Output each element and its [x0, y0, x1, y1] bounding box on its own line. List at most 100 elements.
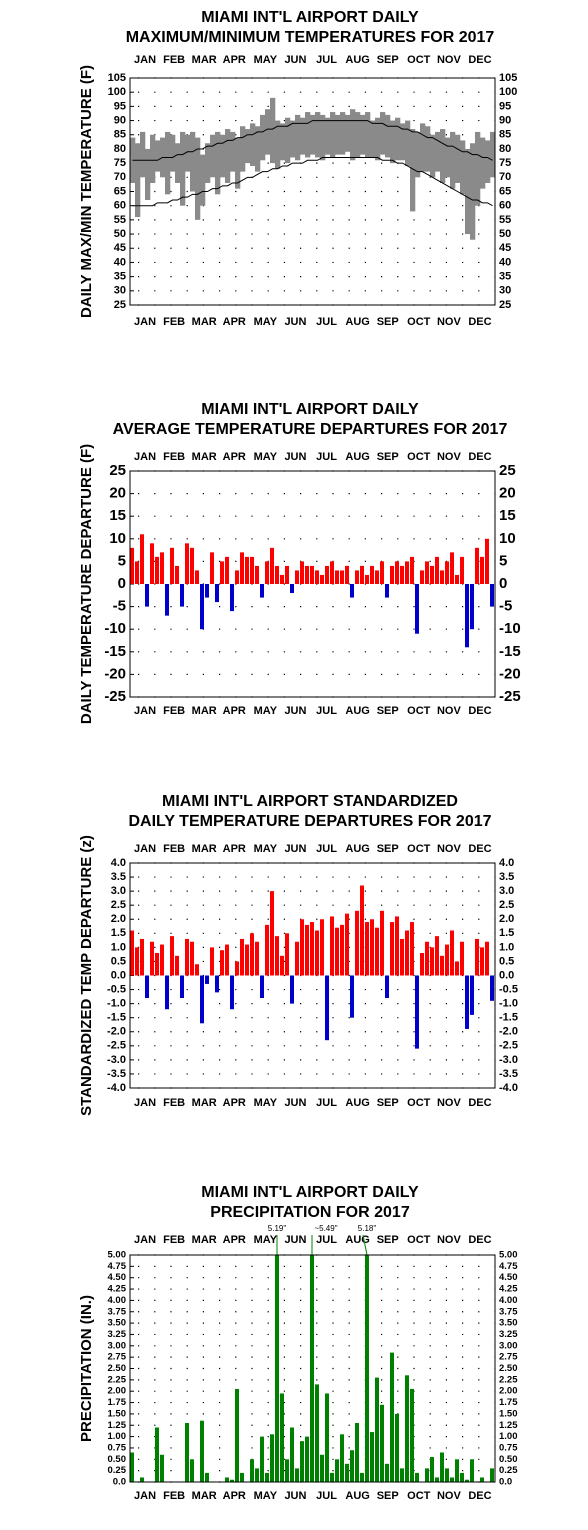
y-tick-label: -4.0	[107, 1082, 126, 1094]
bar	[425, 561, 429, 584]
x-tick-label: DEC	[468, 1490, 491, 1502]
bar	[235, 570, 239, 584]
bar	[340, 924, 344, 976]
y-tick-label: 0.75	[499, 1442, 518, 1453]
range-bar	[165, 131, 171, 195]
bar	[315, 1384, 319, 1482]
range-bar	[195, 137, 201, 220]
y-tick-label: 10	[109, 530, 126, 547]
bar	[355, 1422, 359, 1482]
x-tick-label: JUL	[316, 1490, 337, 1502]
bar	[250, 556, 254, 584]
bar	[365, 574, 369, 584]
x-tick-label: OCT	[407, 54, 431, 66]
y-tick-label: -10	[104, 620, 126, 637]
bar	[405, 930, 409, 976]
x-tick-label: JUL	[316, 1234, 337, 1246]
y-tick-label: 2.0	[111, 913, 126, 925]
bar	[370, 565, 374, 584]
y-tick-label: 0.0	[111, 969, 126, 981]
bar	[185, 543, 189, 584]
x-tick-label: DEC	[468, 316, 491, 328]
x-tick-label: APR	[223, 451, 246, 463]
y-tick-label: -2.0	[499, 1026, 518, 1038]
chart-title: MAXIMUM/MINIMUM TEMPERATURES FOR 2017	[126, 29, 495, 46]
x-tick-label: JUN	[284, 54, 306, 66]
chart-title: MIAMI INT'L AIRPORT DAILY	[201, 9, 419, 26]
x-tick-label: APR	[223, 705, 246, 717]
bar	[445, 944, 449, 976]
range-bar	[400, 123, 406, 161]
x-tick-label: JAN	[134, 451, 156, 463]
bar	[195, 964, 199, 976]
chart: MIAMI INT'L AIRPORT STANDARDIZED DAILY TE…	[78, 793, 518, 1116]
y-tick-label: 70	[499, 171, 511, 183]
y-tick-label: 40	[114, 256, 126, 268]
y-tick-label: 45	[114, 242, 126, 254]
range-bar	[155, 140, 161, 172]
y-tick-label: 3.50	[499, 1318, 518, 1329]
y-axis-label: DAILY TEMPERATURE DEPARTURE (F)	[78, 444, 95, 724]
chart-title: MIAMI INT'L AIRPORT DAILY	[201, 1184, 419, 1201]
y-tick-label: 85	[114, 129, 126, 141]
range-bar	[450, 131, 456, 189]
bar	[320, 574, 324, 584]
bar	[140, 534, 144, 584]
bar	[225, 556, 229, 584]
bar	[450, 552, 454, 584]
y-axis-label: STANDARDIZED TEMP DEPARTURE (z)	[78, 835, 95, 1116]
range-bar	[200, 154, 206, 206]
range-bar	[235, 137, 241, 189]
bar	[295, 941, 299, 976]
bar	[405, 1375, 409, 1482]
x-tick-label: JAN	[134, 54, 156, 66]
plot-frame	[129, 77, 496, 306]
x-tick-label: OCT	[407, 1234, 431, 1246]
range-bar	[295, 114, 301, 161]
bar	[165, 584, 169, 616]
y-tick-label: 3.75	[108, 1306, 127, 1317]
y-tick-label: 50	[499, 228, 511, 240]
y-tick-label: -1.5	[499, 1012, 518, 1024]
y-tick-label: 2.75	[499, 1352, 518, 1363]
x-tick-label: FEB	[163, 1234, 185, 1246]
y-tick-label: 2.0	[499, 913, 514, 925]
x-tick-label: MAR	[192, 1234, 217, 1246]
x-tick-label: MAR	[192, 451, 217, 463]
x-tick-label: MAR	[192, 843, 217, 855]
range-bar	[170, 134, 176, 172]
bar	[285, 933, 289, 976]
bar	[200, 1420, 204, 1482]
y-tick-label: -1.0	[107, 998, 126, 1010]
y-tick-label: 65	[499, 185, 511, 197]
bar	[465, 584, 469, 648]
bar	[480, 1477, 484, 1482]
x-tick-label: SEP	[377, 1234, 399, 1246]
y-tick-label: 2.25	[499, 1374, 518, 1385]
x-tick-label: MAR	[192, 1490, 217, 1502]
y-tick-label: 2.00	[499, 1386, 518, 1397]
y-tick-label: -25	[499, 688, 521, 705]
x-tick-label: SEP	[377, 843, 399, 855]
annotation-line	[362, 1234, 368, 1256]
bar	[460, 1472, 464, 1482]
bar	[295, 570, 299, 584]
bar	[225, 944, 229, 976]
y-tick-label: 3.50	[108, 1318, 127, 1329]
x-tick-label: DEC	[468, 1234, 491, 1246]
bar	[245, 556, 249, 584]
range-bar	[490, 131, 495, 178]
range-bar	[330, 112, 336, 158]
bar	[370, 1432, 374, 1482]
chart-title: MIAMI INT'L AIRPORT DAILY	[201, 401, 419, 418]
x-tick-label: SEP	[377, 1097, 399, 1109]
x-tick-label: MAY	[254, 705, 278, 717]
range-bar	[245, 129, 251, 164]
x-tick-label: DEC	[468, 54, 491, 66]
bar	[165, 975, 169, 1010]
bar	[310, 565, 314, 584]
bar	[445, 1468, 449, 1482]
y-tick-label: 70	[114, 171, 126, 183]
y-tick-label: -3.5	[499, 1068, 518, 1080]
x-tick-label: DEC	[468, 451, 491, 463]
